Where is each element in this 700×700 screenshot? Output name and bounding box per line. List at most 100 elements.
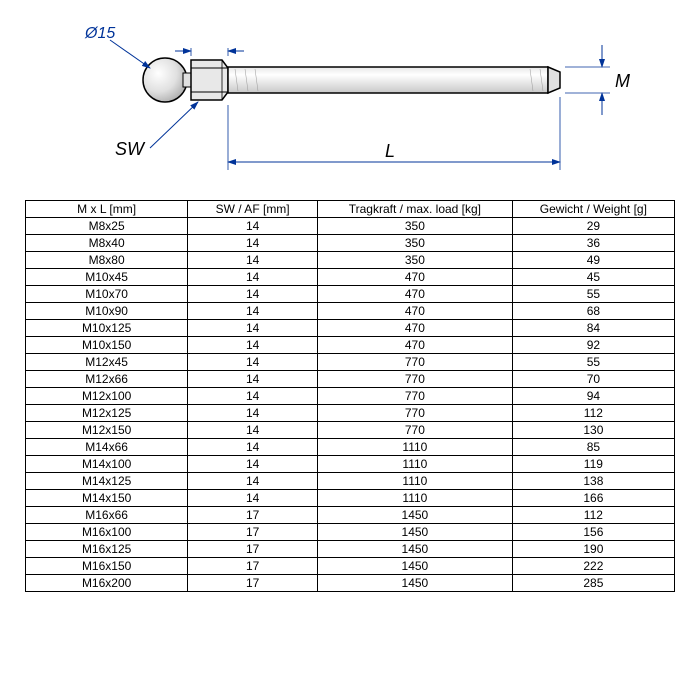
table-cell: M8x80	[26, 252, 188, 269]
table-cell: 1110	[318, 490, 513, 507]
table-cell: M16x66	[26, 507, 188, 524]
table-cell: 770	[318, 405, 513, 422]
table-cell: M14x66	[26, 439, 188, 456]
table-row: M16x125171450190	[26, 541, 675, 558]
col-header: Tragkraft / max. load [kg]	[318, 201, 513, 218]
table-cell: 17	[188, 541, 318, 558]
table-cell: 17	[188, 507, 318, 524]
table-cell: 29	[512, 218, 674, 235]
table-cell: 14	[188, 354, 318, 371]
table-cell: 138	[512, 473, 674, 490]
table-cell: 770	[318, 354, 513, 371]
table-cell: M12x100	[26, 388, 188, 405]
l-label: L	[385, 141, 395, 161]
table-cell: 14	[188, 490, 318, 507]
table-row: M14x125141110138	[26, 473, 675, 490]
table-cell: 14	[188, 252, 318, 269]
table-cell: M8x25	[26, 218, 188, 235]
table-row: M12x451477055	[26, 354, 675, 371]
table-cell: M12x125	[26, 405, 188, 422]
table-cell: 14	[188, 422, 318, 439]
table-cell: 112	[512, 405, 674, 422]
table-cell: 14	[188, 405, 318, 422]
table-cell: 190	[512, 541, 674, 558]
table-cell: 1450	[318, 575, 513, 592]
table-cell: 112	[512, 507, 674, 524]
table-cell: 350	[318, 235, 513, 252]
table-cell: 285	[512, 575, 674, 592]
table-cell: M14x150	[26, 490, 188, 507]
col-header: SW / AF [mm]	[188, 201, 318, 218]
table-cell: 14	[188, 439, 318, 456]
table-cell: M14x100	[26, 456, 188, 473]
table-cell: 470	[318, 303, 513, 320]
table-row: M12x661477070	[26, 371, 675, 388]
table-cell: 14	[188, 303, 318, 320]
table-cell: 14	[188, 269, 318, 286]
table-cell: 14	[188, 473, 318, 490]
table-cell: 1450	[318, 558, 513, 575]
table-cell: 14	[188, 286, 318, 303]
table-cell: M10x90	[26, 303, 188, 320]
table-cell: 470	[318, 320, 513, 337]
table-header-row: M x L [mm] SW / AF [mm] Tragkraft / max.…	[26, 201, 675, 218]
table-cell: 85	[512, 439, 674, 456]
table-cell: M8x40	[26, 235, 188, 252]
table-cell: M12x66	[26, 371, 188, 388]
table-cell: 14	[188, 456, 318, 473]
table-row: M8x401435036	[26, 235, 675, 252]
table-cell: 470	[318, 269, 513, 286]
table-cell: 1450	[318, 541, 513, 558]
table-cell: 770	[318, 371, 513, 388]
table-row: M14x100141110119	[26, 456, 675, 473]
table-cell: 84	[512, 320, 674, 337]
table-cell: 14	[188, 337, 318, 354]
table-cell: M16x150	[26, 558, 188, 575]
table-row: M12x15014770130	[26, 422, 675, 439]
table-row: M10x1251447084	[26, 320, 675, 337]
m-label: M	[615, 71, 630, 91]
table-row: M14x150141110166	[26, 490, 675, 507]
table-row: M16x200171450285	[26, 575, 675, 592]
table-cell: 14	[188, 388, 318, 405]
table-row: M12x12514770112	[26, 405, 675, 422]
table-cell: 55	[512, 354, 674, 371]
table-cell: 1450	[318, 507, 513, 524]
table-cell: 156	[512, 524, 674, 541]
table-cell: M10x70	[26, 286, 188, 303]
table-cell: 92	[512, 337, 674, 354]
diameter-label: Ø15	[84, 25, 115, 42]
table-row: M14x6614111085	[26, 439, 675, 456]
table-row: M16x150171450222	[26, 558, 675, 575]
sw-label: SW	[115, 139, 146, 159]
table-cell: 17	[188, 524, 318, 541]
table-cell: 470	[318, 337, 513, 354]
table-row: M10x451447045	[26, 269, 675, 286]
table-cell: M16x200	[26, 575, 188, 592]
table-row: M10x1501447092	[26, 337, 675, 354]
table-row: M8x801435049	[26, 252, 675, 269]
table-cell: 470	[318, 286, 513, 303]
table-cell: M12x150	[26, 422, 188, 439]
table-cell: 14	[188, 371, 318, 388]
table-row: M10x701447055	[26, 286, 675, 303]
table-cell: 14	[188, 320, 318, 337]
table-cell: 36	[512, 235, 674, 252]
table-cell: 166	[512, 490, 674, 507]
table-cell: M12x45	[26, 354, 188, 371]
spec-table: M x L [mm] SW / AF [mm] Tragkraft / max.…	[25, 200, 675, 592]
technical-drawing: Ø15 SW L M	[50, 20, 650, 185]
table-cell: 1110	[318, 439, 513, 456]
table-cell: 45	[512, 269, 674, 286]
table-cell: 68	[512, 303, 674, 320]
table-cell: M10x125	[26, 320, 188, 337]
table-cell: 14	[188, 218, 318, 235]
table-cell: 17	[188, 575, 318, 592]
table-cell: 70	[512, 371, 674, 388]
table-cell: M16x100	[26, 524, 188, 541]
table-cell: 770	[318, 422, 513, 439]
table-cell: M10x150	[26, 337, 188, 354]
table-cell: 55	[512, 286, 674, 303]
table-row: M8x251435029	[26, 218, 675, 235]
table-cell: 1110	[318, 473, 513, 490]
